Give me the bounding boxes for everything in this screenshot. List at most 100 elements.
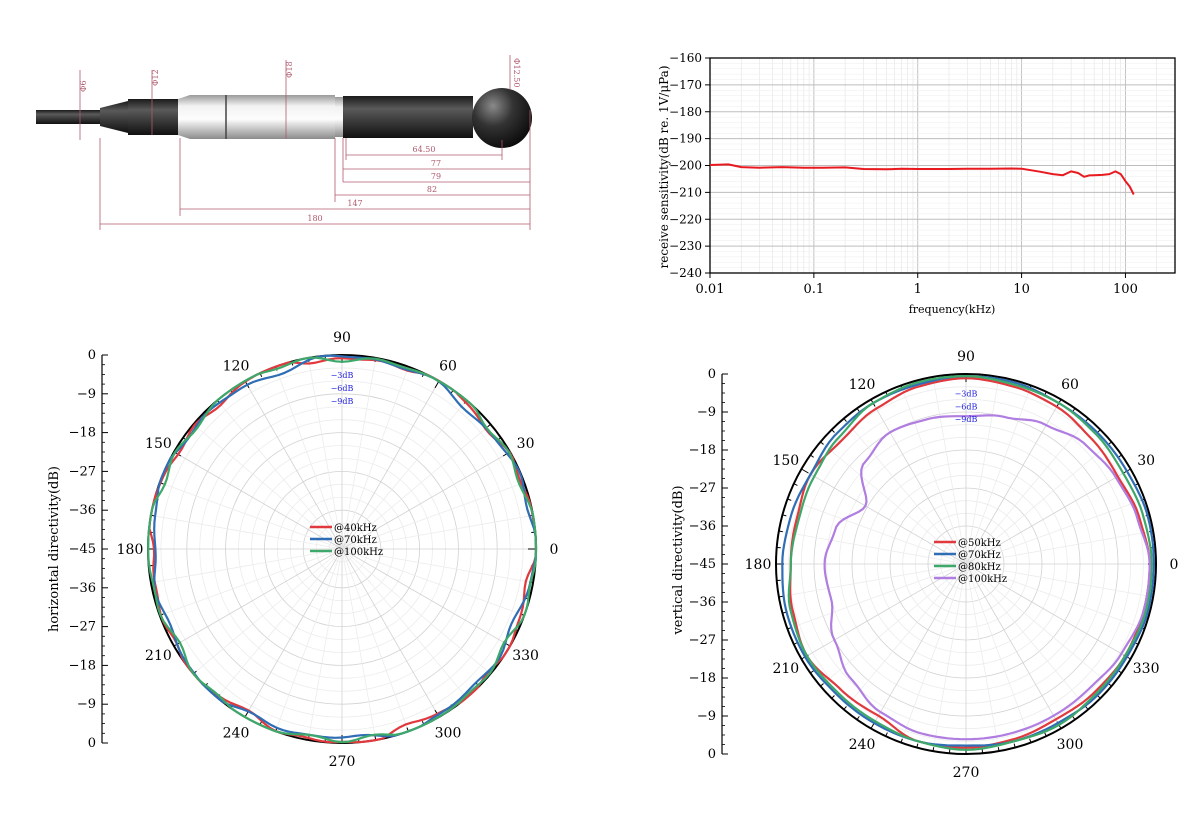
legend-label: @40kHz <box>334 523 377 534</box>
angle-label: 330 <box>512 648 539 664</box>
polar-spoke <box>900 563 967 743</box>
polar-spoke <box>965 563 1062 729</box>
radial-tick-label: −45 <box>689 557 716 572</box>
radial-tick-label: −45 <box>69 542 96 557</box>
sensitivity-chart: −160 −170 −180 −190 −200 −210 −220 −230 −240 0.0… <box>657 51 1176 316</box>
outer-ring <box>775 373 1157 755</box>
dim-147: 147 <box>347 199 362 208</box>
angle-label: 210 <box>145 648 172 664</box>
angle-label: 30 <box>1137 453 1155 469</box>
radial-tick-label: 0 <box>708 747 716 762</box>
polar-spoke <box>932 563 967 752</box>
hydrophone-body <box>36 88 532 148</box>
polar-spoke <box>341 548 440 718</box>
polar-spoke <box>341 548 511 647</box>
polar-spoke <box>275 548 343 732</box>
radial-tick-label: −27 <box>69 620 96 635</box>
polar-spoke <box>341 423 491 550</box>
inner-db-label: −9dB <box>331 397 354 406</box>
y-tick-label: −160 <box>669 51 702 65</box>
radial-tick-label: −9 <box>77 697 96 712</box>
vertical-radial-scale: 0 −9 −18 −27 −36 −45 −36 −27 −18 −9 0 <box>689 367 728 762</box>
polar-spoke <box>965 441 1112 565</box>
vertical-inner-labels: −3dB −6dB −9dB <box>955 390 978 424</box>
polar-spoke <box>965 376 1000 565</box>
dim-64-50: 64.50 <box>413 145 436 154</box>
angle-label: 300 <box>1057 737 1084 753</box>
radial-tick-label: −18 <box>69 658 96 673</box>
polar-spoke <box>965 418 1089 565</box>
angle-label: 180 <box>117 542 144 558</box>
radial-tick-label: −18 <box>689 443 716 458</box>
legend-label: @70kHz <box>958 550 1001 561</box>
polar-spoke <box>965 563 1112 687</box>
vertical-polar-series <box>781 375 1155 751</box>
angle-label: 330 <box>1133 661 1160 677</box>
angle-label: 0 <box>550 542 559 558</box>
polar-spoke <box>870 563 967 729</box>
polar-spoke <box>965 563 1145 630</box>
inner-db-label: −3dB <box>955 390 978 399</box>
polar-spoke <box>159 548 343 616</box>
polar-spoke <box>341 514 534 550</box>
sensitivity-ylabel: receive sensitivity(dB re. 1V/μPa) <box>657 65 671 268</box>
outer-tick <box>801 468 809 474</box>
angle-label: 90 <box>957 349 975 365</box>
angle-label: 60 <box>439 358 457 374</box>
sensitivity-grid <box>709 57 1176 274</box>
directivity-line <box>147 356 538 744</box>
polar-spoke <box>216 400 343 550</box>
horizontal-inner-labels: −3dB −6dB −9dB <box>331 371 354 406</box>
polar-spoke <box>341 548 525 616</box>
polar-spoke <box>341 357 377 550</box>
x-tick-label: 10 <box>1013 282 1030 297</box>
dim-180: 180 <box>307 214 322 223</box>
angle-label: 270 <box>329 754 356 770</box>
x-tick-label: 100 <box>1113 282 1138 297</box>
polar-spoke <box>341 482 525 550</box>
radial-tick-label: −27 <box>689 481 716 496</box>
radial-tick-label: −18 <box>689 671 716 686</box>
x-tick-label: 0.1 <box>804 282 825 297</box>
dim-82: 82 <box>427 185 437 194</box>
legend-label: @100kHz <box>958 574 1007 585</box>
polar-spoke <box>341 548 409 732</box>
horizontal-legend: @40kHz@70kHz@100kHz <box>310 523 383 558</box>
polar-spoke <box>275 366 343 550</box>
radial-tick-label: −9 <box>697 709 716 724</box>
polar-spoke <box>778 563 967 598</box>
polar-spoke <box>965 498 1145 565</box>
y-tick-label: −240 <box>669 266 702 280</box>
angle-label: 240 <box>849 737 876 753</box>
polar-spoke <box>341 366 409 550</box>
angle-label: 240 <box>223 726 250 742</box>
polar-spoke <box>173 451 343 550</box>
radial-tick-label: −9 <box>77 387 96 402</box>
legend-label: @50kHz <box>958 538 1001 549</box>
polar-spoke <box>341 380 440 550</box>
angle-label: 210 <box>772 661 799 677</box>
polar-spoke <box>801 468 967 565</box>
polar-spoke <box>216 548 343 698</box>
radial-tick-label: −9 <box>697 405 716 420</box>
horizontal-angle-labels: 0 30 60 90 120 150 180 210 240 270 300 330 <box>117 330 559 770</box>
angle-label: 150 <box>772 453 799 469</box>
angle-label: 150 <box>145 436 172 452</box>
inner-db-label: −6dB <box>331 384 354 393</box>
y-tick-label: −190 <box>669 132 702 146</box>
polar-spoke <box>341 451 511 550</box>
legend-label: @70kHz <box>334 535 377 546</box>
dim-79: 79 <box>431 172 441 181</box>
radial-tick-label: −36 <box>69 581 96 596</box>
sensitivity-y-ticks: −160 −170 −180 −190 −200 −210 −220 −230 −240 <box>669 51 710 280</box>
x-tick-label: 1 <box>914 282 922 297</box>
radial-tick-label: 0 <box>88 348 96 363</box>
inner-db-label: −3dB <box>331 371 354 380</box>
polar-spoke <box>307 548 343 741</box>
dim-d12: Φ12 <box>151 69 160 86</box>
directivity-line <box>823 414 1151 741</box>
polar-spoke <box>150 514 343 550</box>
polar-spoke <box>932 376 967 565</box>
legend-label: @100kHz <box>334 547 383 558</box>
radial-tick-label: −27 <box>69 464 96 479</box>
